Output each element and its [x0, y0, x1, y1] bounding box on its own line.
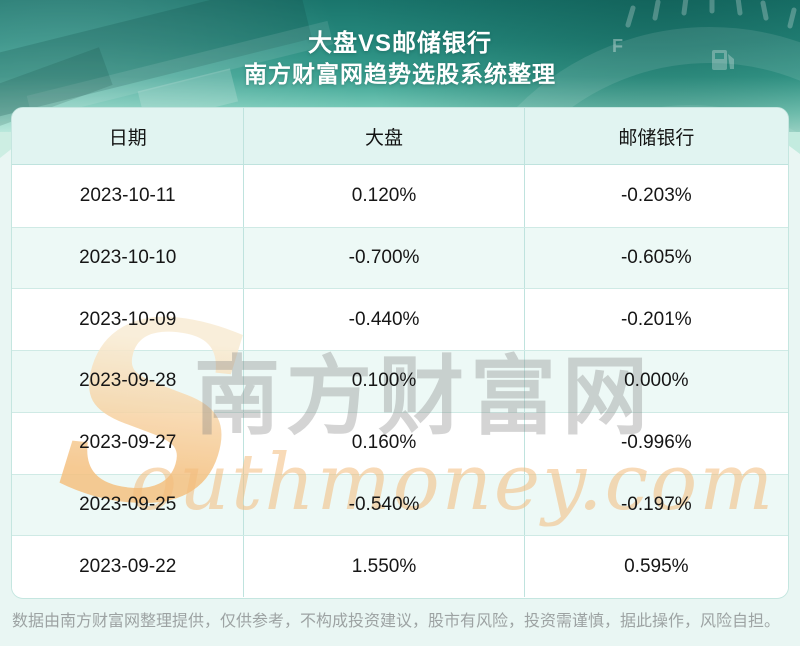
cell-date: 2023-09-22 [12, 536, 245, 597]
cell-market-value: -0.700% [348, 247, 420, 269]
header-label-date: 日期 [108, 127, 147, 149]
cell-date-value: 2023-09-25 [79, 493, 177, 515]
header-label-market: 大盘 [365, 127, 404, 149]
table-row: 2023-10-09 -0.440% -0.201% [12, 288, 788, 351]
cell-market-value: -0.540% [348, 493, 420, 515]
cell-stock-value: -0.996% [620, 432, 692, 454]
cell-date-value: 2023-09-22 [79, 555, 177, 577]
cell-stock: -0.201% [525, 289, 788, 350]
cell-stock-value: -0.605% [620, 247, 692, 269]
cell-date: 2023-10-10 [12, 227, 245, 289]
cell-date-value: 2023-10-10 [79, 247, 177, 269]
cell-market: -0.700% [244, 227, 525, 289]
cell-stock-value: 0.595% [624, 555, 689, 577]
cell-market-value: 0.120% [351, 184, 417, 206]
cell-market: -0.440% [244, 289, 525, 351]
cell-stock-value: 0.000% [624, 370, 689, 392]
cell-stock: -0.203% [525, 165, 788, 227]
cell-date: 2023-10-11 [12, 165, 245, 227]
table-row: 2023-09-27 0.160% -0.996% [12, 411, 788, 474]
table-body: 2023-10-11 0.120% -0.203% 2023-10-10 -0.700%… [12, 165, 788, 597]
header-cell-market: 大盘 [244, 108, 525, 164]
cell-stock-value: -0.203% [620, 184, 692, 206]
cell-market-value: -0.440% [348, 308, 420, 330]
cell-stock: 0.595% [525, 536, 788, 597]
table-row: 2023-10-10 -0.700% -0.605% [12, 226, 788, 289]
cell-market-value: 0.100% [351, 370, 417, 392]
cell-market: 0.100% [244, 351, 525, 412]
table-row: 2023-09-25 -0.540% -0.197% [12, 473, 788, 536]
cell-date: 2023-09-25 [12, 474, 245, 536]
cell-date: 2023-09-28 [12, 351, 245, 412]
cell-market-value: 0.160% [351, 432, 417, 454]
table-row: 2023-09-22 1.550% 0.595% [12, 535, 788, 597]
cell-stock: -0.996% [525, 413, 788, 474]
page-subtitle: 南方财富网趋势选股系统整理 [244, 61, 556, 87]
cell-stock: -0.605% [525, 228, 788, 289]
cell-stock-value: -0.201% [620, 308, 692, 330]
cell-market: 0.120% [244, 165, 525, 227]
cell-stock-value: -0.197% [620, 493, 692, 515]
cell-date: 2023-09-27 [12, 412, 245, 474]
cell-market: 0.160% [244, 412, 525, 474]
cell-market-value: 1.550% [351, 555, 417, 577]
header-cell-date: 日期 [12, 108, 245, 164]
cell-date: 2023-10-09 [12, 289, 245, 351]
cell-date-value: 2023-09-27 [79, 432, 177, 454]
header-label-stock: 邮储银行 [618, 127, 695, 149]
cell-date-value: 2023-10-09 [79, 308, 177, 330]
table-header-row: 日期 大盘 邮储银行 [12, 108, 788, 165]
table-row: 2023-09-28 0.100% 0.000% [12, 350, 788, 412]
cell-stock: -0.197% [525, 475, 788, 536]
footer-disclaimer: 数据由南方财富网整理提供，仅供参考，不构成投资建议，股市有风险，投资需谨慎，据此… [12, 613, 781, 630]
comparison-table: 日期 大盘 邮储银行 2023-10-11 0.120% -0.203% 2023-1… [11, 107, 789, 599]
cell-stock: 0.000% [525, 351, 788, 412]
cell-market: 1.550% [244, 536, 525, 597]
cell-market: -0.540% [244, 474, 525, 536]
table-row: 2023-10-11 0.120% -0.203% [12, 165, 788, 227]
cell-date-value: 2023-09-28 [79, 370, 177, 392]
cell-date-value: 2023-10-11 [79, 184, 176, 206]
page-title: 大盘VS邮储银行 [307, 30, 492, 57]
header-cell-stock: 邮储银行 [525, 108, 788, 164]
